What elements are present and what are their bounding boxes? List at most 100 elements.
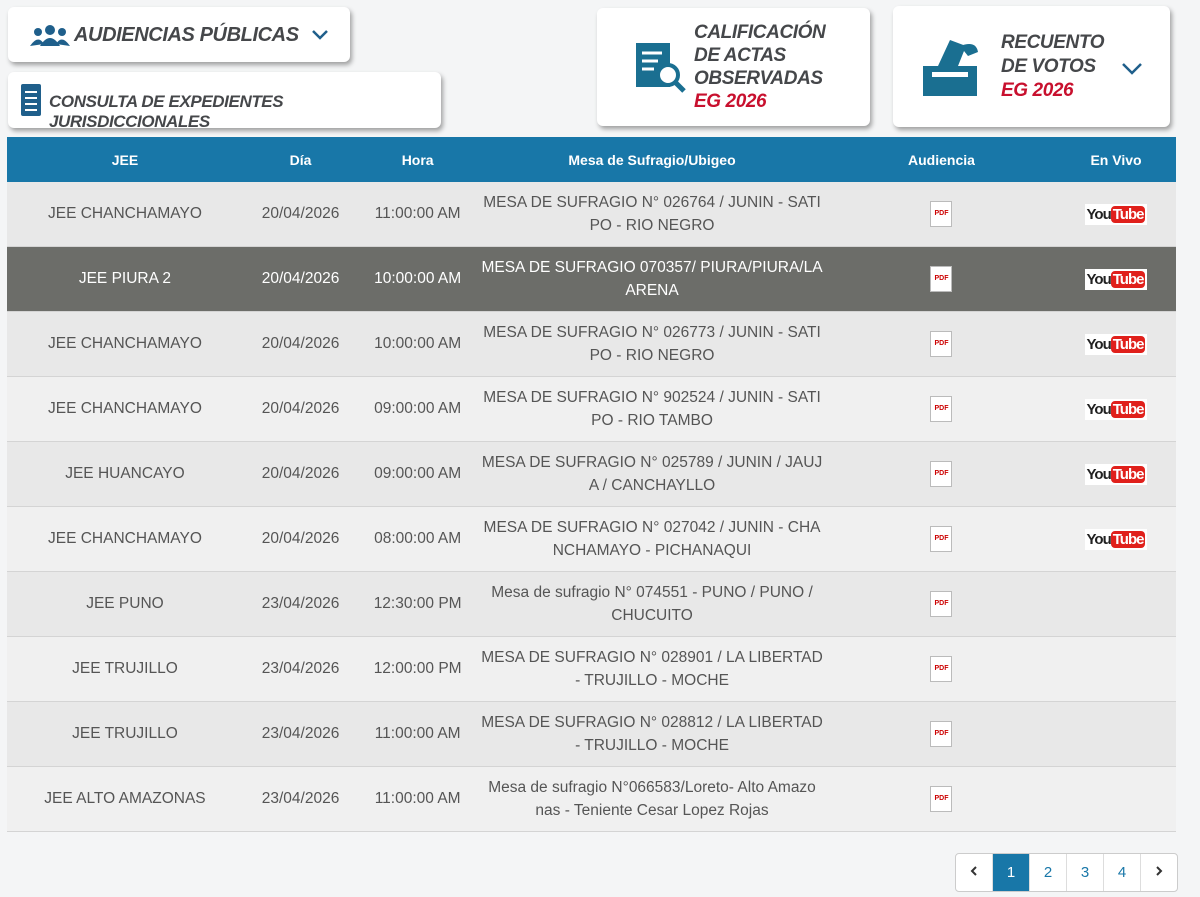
cell-jee: JEE CHANCHAMAYO xyxy=(7,506,243,572)
cell-hora: 12:00:00 PM xyxy=(358,636,478,702)
page-button[interactable]: 1 xyxy=(992,854,1029,891)
pdf-icon[interactable]: PDF xyxy=(930,331,953,357)
cell-mesa: Mesa de sufragio N° 074551 - PUNO / PUNO… xyxy=(477,571,827,637)
mesa-line: MESA DE SUFRAGIO N° 027042 / JUNIN - CHA xyxy=(483,519,821,536)
acta-icon xyxy=(636,43,686,93)
youtube-tube: Tube xyxy=(1110,530,1146,548)
cell-audiencia: PDF xyxy=(826,766,1056,832)
youtube-you: You xyxy=(1086,530,1112,548)
cell-hora: 11:00:00 AM xyxy=(358,701,478,767)
mesa-line: MESA DE SUFRAGIO N° 028812 / LA LIBERTAD xyxy=(481,714,823,731)
pdf-icon[interactable]: PDF xyxy=(930,201,953,227)
table-row[interactable]: JEE CHANCHAMAYO 20/04/2026 11:00:00 AM MESA… xyxy=(7,182,1176,247)
column-header: Hora xyxy=(358,137,478,182)
mesa-line: MESA DE SUFRAGIO N° 028901 / LA LIBERTAD xyxy=(481,649,823,666)
page-button[interactable]: 3 xyxy=(1066,854,1103,891)
mesa-line: PO - RIO TAMBO xyxy=(591,412,713,429)
cell-jee: JEE TRUJILLO xyxy=(7,636,243,702)
page-button[interactable]: 4 xyxy=(1103,854,1140,891)
page-button[interactable]: 2 xyxy=(1029,854,1066,891)
pdf-icon[interactable]: PDF xyxy=(930,526,953,552)
pdf-icon[interactable]: PDF xyxy=(930,786,953,812)
chevron xyxy=(1122,63,1142,75)
cell-dia: 20/04/2026 xyxy=(242,311,359,377)
card-line: RECUENTO xyxy=(1001,32,1105,53)
youtube-logo[interactable]: You Tube xyxy=(1084,203,1148,225)
table-row[interactable]: JEE PIURA 2 20/04/2026 10:00:00 AM MESA DE … xyxy=(7,246,1176,312)
calificacion-text: CALIFICACIÓN DE ACTAS OBSERVADAS EG 2026 xyxy=(694,21,826,113)
card-line: DE ACTAS xyxy=(694,45,786,66)
table-row[interactable]: JEE HUANCAYO 20/04/2026 09:00:00 AM MESA DE… xyxy=(7,441,1176,507)
youtube-tube: Tube xyxy=(1110,270,1146,288)
mesa-line: Mesa de sufragio N° 074551 - PUNO / PUNO… xyxy=(491,584,813,601)
cell-jee: JEE PIURA 2 xyxy=(7,246,243,312)
table-row[interactable]: JEE TRUJILLO 23/04/2026 11:00:00 AM MESA DE… xyxy=(7,701,1176,767)
cell-dia: 23/04/2026 xyxy=(242,701,359,767)
cell-dia: 23/04/2026 xyxy=(242,766,359,832)
mesa-line: MESA DE SUFRAGIO N° 902524 / JUNIN - SAT… xyxy=(483,389,821,406)
table-row[interactable]: JEE CHANCHAMAYO 20/04/2026 08:00:00 AM MESA… xyxy=(7,506,1176,572)
cell-audiencia: PDF xyxy=(826,701,1056,767)
cell-en-vivo xyxy=(1056,571,1176,637)
youtube-logo[interactable]: You Tube xyxy=(1084,268,1148,290)
cell-jee: JEE CHANCHAMAYO xyxy=(7,182,243,247)
table-row[interactable]: JEE CHANCHAMAYO 20/04/2026 09:00:00 AM MESA… xyxy=(7,376,1176,442)
cell-dia: 20/04/2026 xyxy=(242,506,359,572)
cell-jee: JEE CHANCHAMAYO xyxy=(7,311,243,377)
mesa-line: MESA DE SUFRAGIO N° 025789 / JUNIN / JAU… xyxy=(481,454,823,471)
cell-en-vivo: You Tube xyxy=(1056,441,1176,507)
table-row[interactable]: JEE PUNO 23/04/2026 12:30:00 PM Mesa de suf… xyxy=(7,571,1176,637)
cell-dia: 23/04/2026 xyxy=(242,636,359,702)
ballot-icon xyxy=(923,40,978,96)
cell-mesa: Mesa de sufragio N°066583/Loreto- Alto A… xyxy=(477,766,827,832)
cell-en-vivo: You Tube xyxy=(1056,376,1176,442)
recuento-card[interactable]: RECUENTO DE VOTOS EG 2026 xyxy=(893,6,1170,127)
people-icon xyxy=(30,25,70,46)
cell-en-vivo: You Tube xyxy=(1056,506,1176,572)
mesa-line: NCHAMAYO - PICHANAQUI xyxy=(552,542,752,559)
page-next[interactable] xyxy=(1140,854,1177,891)
youtube-tube: Tube xyxy=(1110,465,1146,483)
pdf-icon[interactable]: PDF xyxy=(930,266,953,292)
cell-audiencia: PDF xyxy=(826,376,1056,442)
youtube-logo[interactable]: You Tube xyxy=(1084,398,1148,420)
pdf-icon[interactable]: PDF xyxy=(930,461,953,487)
card-tag: EG 2026 xyxy=(1001,80,1074,101)
pdf-icon[interactable]: PDF xyxy=(930,656,953,682)
pdf-icon[interactable]: PDF xyxy=(930,721,953,747)
youtube-you: You xyxy=(1086,270,1112,288)
header-row: JEE Día Hora Mesa de Sufragio/Ubigeo Audienc… xyxy=(7,137,1176,182)
youtube-tube: Tube xyxy=(1110,205,1146,223)
consulta-button[interactable]: CONSULTA DE EXPEDIENTES JURISDICCIONALES xyxy=(8,72,441,131)
cell-audiencia: PDF xyxy=(826,246,1056,312)
column-header: En Vivo xyxy=(1056,137,1176,182)
cell-hora: 11:00:00 AM xyxy=(358,766,478,832)
audiencias-button[interactable]: AUDIENCIAS PÚBLICAS xyxy=(8,7,350,62)
table-row[interactable]: JEE ALTO AMAZONAS 23/04/2026 11:00:00 AM Me… xyxy=(7,766,1176,832)
page-prev[interactable] xyxy=(956,854,992,891)
cell-mesa: MESA DE SUFRAGIO N° 028812 / LA LIBERTAD… xyxy=(477,701,827,767)
youtube-logo[interactable]: You Tube xyxy=(1084,463,1148,485)
cell-hora: 08:00:00 AM xyxy=(358,506,478,572)
table-row[interactable]: JEE TRUJILLO 23/04/2026 12:00:00 PM MESA DE… xyxy=(7,636,1176,702)
cell-dia: 20/04/2026 xyxy=(242,182,359,247)
cell-dia: 23/04/2026 xyxy=(242,571,359,637)
cell-jee: JEE TRUJILLO xyxy=(7,701,243,767)
pdf-icon[interactable]: PDF xyxy=(930,396,953,422)
cell-mesa: MESA DE SUFRAGIO N° 027042 / JUNIN - CHA… xyxy=(477,506,827,572)
mesa-line: MESA DE SUFRAGIO N° 026773 / JUNIN - SAT… xyxy=(483,324,821,341)
mesa-line: Mesa de sufragio N°066583/Loreto- Alto A… xyxy=(488,779,816,796)
cell-audiencia: PDF xyxy=(826,636,1056,702)
audiencias-label: AUDIENCIAS PÚBLICAS xyxy=(74,24,299,46)
table-row[interactable]: JEE CHANCHAMAYO 20/04/2026 10:00:00 AM MESA… xyxy=(7,311,1176,377)
pdf-icon[interactable]: PDF xyxy=(930,591,953,617)
cell-mesa: MESA DE SUFRAGIO 070357/ PIURA/PIURA/LA A… xyxy=(477,246,827,312)
youtube-logo[interactable]: You Tube xyxy=(1084,528,1148,550)
column-header: Audiencia xyxy=(826,137,1056,182)
calificacion-card[interactable]: CALIFICACIÓN DE ACTAS OBSERVADAS EG 2026 xyxy=(597,8,870,126)
cell-en-vivo xyxy=(1056,636,1176,702)
cell-en-vivo xyxy=(1056,701,1176,767)
youtube-logo[interactable]: You Tube xyxy=(1084,333,1148,355)
cell-dia: 20/04/2026 xyxy=(242,376,359,442)
